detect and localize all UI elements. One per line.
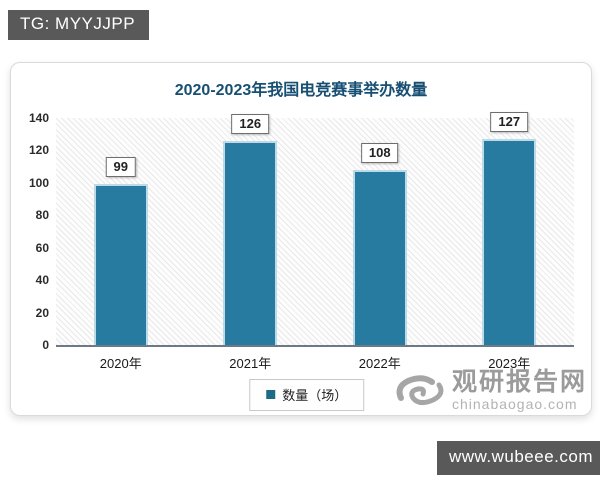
legend-label: 数量（场） [282, 388, 348, 403]
y-axis-tick-label: 120 [28, 143, 49, 158]
bar [93, 184, 148, 345]
bar-slot: 108 [315, 118, 445, 345]
swirl-icon [396, 374, 444, 405]
chart-card: 2020-2023年我国电竞赛事举办数量 99 126 108 127 数量（场） 观… [10, 62, 592, 416]
watermark-name: 观研报告网 [451, 368, 587, 396]
watermark-domain: chinabaogao.com [451, 396, 578, 412]
y-axis-tick-label: 140 [28, 111, 49, 125]
y-axis-tick-label: 60 [35, 240, 49, 255]
y-axis-tick-label: 0 [42, 338, 49, 352]
website-badge: www.wubeee.com [437, 441, 600, 475]
bar-value-label: 108 [360, 143, 399, 163]
plot-area: 99 126 108 127 [56, 112, 575, 347]
legend-marker-icon [266, 390, 276, 399]
bar-value-label: 126 [231, 114, 270, 134]
y-axis-tick-label: 100 [28, 175, 49, 190]
y-axis-tick-label: 80 [35, 208, 49, 223]
bar [482, 139, 537, 345]
x-axis-tick-label: 2021年 [229, 356, 272, 371]
x-axis-tick-label: 2023年 [488, 356, 531, 371]
telegram-badge: TG: MYYJJPP [8, 10, 150, 40]
y-axis-tick-label: 40 [35, 273, 49, 288]
x-axis-tick-label: 2020年 [99, 356, 142, 371]
bar-value-label: 99 [105, 157, 136, 177]
bar [352, 170, 407, 345]
bar-slot: 127 [445, 112, 575, 345]
bar [223, 141, 278, 345]
watermark: 观研报告网 chinabaogao.com [395, 370, 587, 411]
bar-slot: 126 [186, 114, 316, 345]
chart-title: 2020-2023年我国电竞赛事举办数量 [174, 82, 428, 99]
y-axis-tick-label: 20 [35, 305, 49, 320]
bar-value-label: 127 [490, 112, 529, 132]
x-axis-tick-label: 2022年 [358, 356, 401, 371]
legend: 数量（场） [249, 379, 365, 411]
bar-slot: 99 [56, 118, 186, 345]
